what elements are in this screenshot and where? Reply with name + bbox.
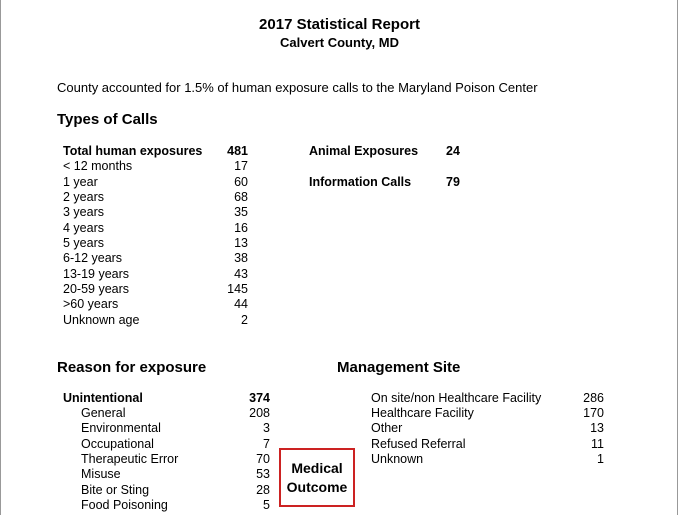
age-row-value: 16: [234, 221, 248, 235]
medical-outcome-box: Medical Outcome: [279, 448, 355, 507]
animal-exposures-value: 24: [446, 144, 460, 158]
reason-row-value: 70: [256, 452, 270, 466]
intro-text: County accounted for 1.5% of human expos…: [57, 80, 538, 95]
reason-row-value: 28: [256, 483, 270, 497]
management-row-value: 286: [583, 391, 604, 405]
age-row-label: 6-12 years: [63, 251, 123, 265]
management-row-label: On site/non Healthcare Facility: [371, 391, 542, 405]
age-row-value: 17: [234, 159, 248, 173]
medical-outcome-line2: Outcome: [286, 478, 348, 495]
management-row-value: 13: [590, 421, 604, 435]
age-row-value: 38: [234, 251, 248, 265]
age-row-value: 60: [234, 175, 248, 189]
total-exposures-label: Total human exposures: [63, 144, 203, 158]
reason-row-label: Bite or Sting: [81, 483, 150, 497]
age-row-value: 13: [234, 236, 248, 250]
management-row-value: 1: [597, 452, 604, 466]
reason-row-label: Food Poisoning: [81, 498, 168, 512]
age-row-value: 35: [234, 205, 248, 219]
management-row-label: Unknown: [371, 452, 424, 466]
page-border-left: [0, 0, 1, 515]
total-exposures-value: 481: [227, 144, 248, 158]
management-row-label: Refused Referral: [371, 437, 466, 451]
medical-outcome-line1: Medical: [291, 459, 343, 476]
age-row-label: 20-59 years: [63, 282, 130, 296]
reason-row-value: 208: [249, 406, 270, 420]
management-row-label: Other: [371, 421, 403, 435]
reason-row-value: 53: [256, 467, 270, 481]
page-border-right: [677, 0, 678, 515]
reason-row-label: Occupational: [81, 437, 154, 451]
age-row-label: < 12 months: [63, 159, 133, 173]
reason-row-label: Environmental: [81, 421, 161, 435]
reason-row-value: 5: [263, 498, 270, 512]
reason-row-value: 3: [263, 421, 270, 435]
age-row-label: >60 years: [63, 297, 119, 311]
animal-exposures-label: Animal Exposures: [309, 144, 419, 158]
reason-row-value: 7: [263, 437, 270, 451]
age-row-label: 13-19 years: [63, 267, 130, 281]
management-row-label: Healthcare Facility: [371, 406, 474, 420]
age-row-label: 5 years: [63, 236, 104, 250]
age-row-label: 4 years: [63, 221, 104, 235]
unintentional-value: 374: [249, 391, 270, 405]
management-row-value: 11: [591, 437, 604, 451]
report-title: 2017 Statistical Report: [259, 16, 420, 33]
information-calls-value: 79: [446, 175, 460, 189]
reason-row-label: General: [81, 406, 126, 420]
reason-row-label: Therapeutic Error: [81, 452, 179, 466]
reason-row-label: Misuse: [81, 467, 121, 481]
information-calls-label: Information Calls: [309, 175, 412, 189]
management-row-value: 170: [583, 406, 604, 420]
age-row-value: 145: [227, 282, 248, 296]
age-row-value: 43: [234, 267, 248, 281]
types-of-calls-heading: Types of Calls: [57, 111, 158, 128]
report-subtitle: Calvert County, MD: [280, 35, 399, 50]
age-row-value: 44: [234, 297, 248, 311]
age-row-label: Unknown age: [63, 313, 140, 327]
age-row-value: 68: [234, 190, 248, 204]
age-row-label: 2 years: [63, 190, 104, 204]
age-row-label: 1 year: [63, 175, 98, 189]
management-site-heading: Management Site: [337, 359, 461, 376]
unintentional-label: Unintentional: [63, 391, 143, 405]
age-row-label: 3 years: [63, 205, 104, 219]
age-row-value: 2: [241, 313, 248, 327]
reason-for-exposure-heading: Reason for exposure: [57, 359, 207, 376]
